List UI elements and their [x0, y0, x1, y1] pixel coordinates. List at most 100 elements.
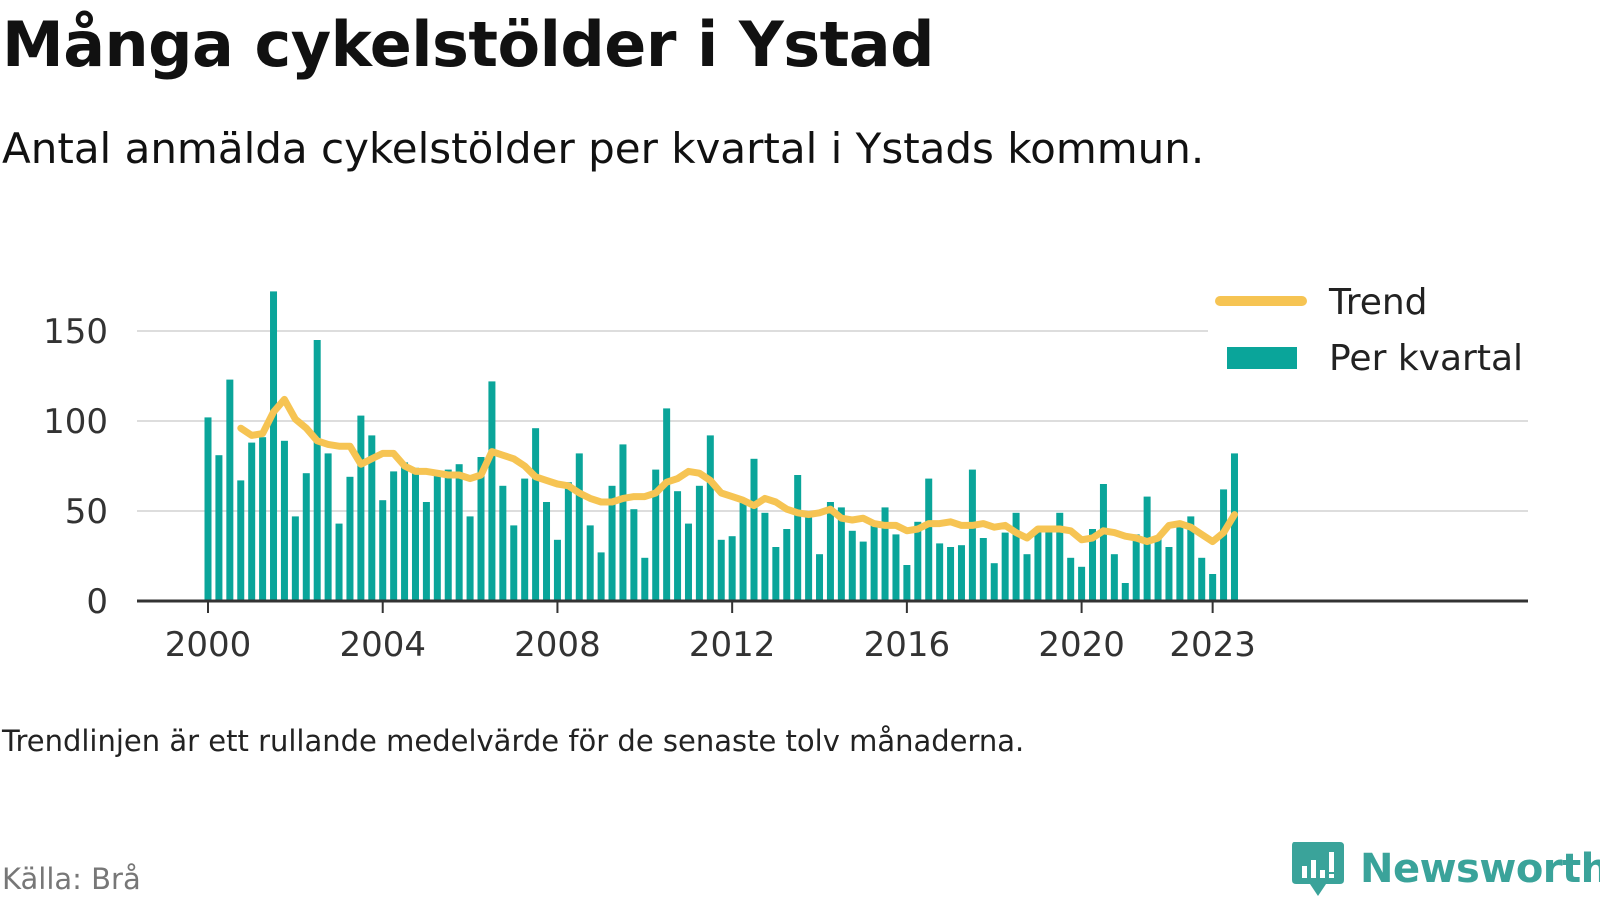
bar	[750, 458, 758, 601]
bar	[859, 541, 867, 601]
bar	[881, 507, 889, 601]
bar	[837, 507, 845, 601]
bar	[608, 485, 616, 601]
bar	[957, 545, 965, 601]
bar	[1012, 512, 1020, 601]
bar	[990, 563, 998, 601]
bar	[368, 435, 376, 601]
bar	[1001, 532, 1009, 601]
bar	[870, 521, 878, 601]
bar	[794, 475, 802, 601]
bar	[324, 453, 332, 601]
bar	[433, 475, 441, 601]
bar	[280, 440, 288, 601]
bar	[1023, 554, 1031, 601]
bar	[1143, 496, 1151, 601]
bar	[499, 485, 507, 601]
bar	[270, 291, 278, 601]
bar	[335, 523, 343, 601]
bar	[1034, 529, 1042, 601]
bar	[739, 500, 747, 601]
bar	[979, 538, 987, 601]
x-tick-label: 2004	[339, 625, 426, 665]
bar	[1132, 534, 1140, 601]
bar	[532, 428, 540, 601]
bar	[968, 469, 976, 601]
bar	[346, 476, 354, 601]
trend-line	[237, 395, 1238, 546]
bar	[684, 523, 692, 601]
legend: Trend Per kvartal	[1208, 272, 1538, 382]
bar	[411, 467, 419, 601]
bar	[466, 516, 474, 601]
bar	[1121, 583, 1129, 601]
bar	[291, 516, 299, 601]
x-tick-label: 2023	[1169, 625, 1256, 665]
bar-chart: 0 50 100 150 2000 2004 2008 2012 2016 2020 2023 T…	[43, 272, 1538, 665]
bar	[422, 502, 430, 601]
bar	[237, 480, 245, 601]
bar	[936, 543, 944, 601]
bar	[652, 469, 660, 601]
bar	[248, 442, 256, 601]
y-tick-label: 50	[65, 492, 108, 532]
newsworthy-logo[interactable]: Newsworthy	[1290, 840, 1600, 900]
bar	[630, 509, 638, 601]
bar	[1078, 566, 1086, 601]
bar	[1056, 512, 1064, 601]
bar	[390, 471, 398, 601]
bar	[706, 435, 714, 601]
bar	[1220, 489, 1228, 601]
bar	[663, 408, 671, 601]
bar	[401, 462, 409, 601]
bar	[488, 381, 496, 601]
y-tick-label: 100	[43, 402, 108, 442]
bar	[826, 502, 834, 601]
bar	[379, 500, 387, 601]
bar	[586, 525, 594, 601]
bar	[914, 521, 922, 601]
trend-line-group	[237, 395, 1238, 546]
bar	[695, 485, 703, 601]
bar	[903, 565, 911, 601]
bar	[302, 473, 310, 601]
bar	[641, 557, 649, 601]
bar	[816, 554, 824, 601]
chart-subtitle: Antal anmälda cykelstölder per kvartal i…	[2, 124, 1205, 173]
x-tick-label: 2012	[689, 625, 776, 665]
legend-bar-swatch	[1227, 347, 1297, 369]
bar	[783, 529, 791, 601]
bar	[597, 552, 605, 601]
bar	[313, 340, 321, 601]
bar	[455, 464, 463, 601]
bar	[1067, 557, 1075, 601]
bar	[1165, 547, 1173, 601]
bar	[947, 547, 955, 601]
bar	[805, 514, 813, 601]
bar	[1045, 527, 1053, 601]
bars	[204, 291, 1238, 601]
bar	[848, 530, 856, 601]
bar	[543, 502, 551, 601]
x-tick-label: 2016	[864, 625, 951, 665]
bar	[477, 457, 485, 601]
newsworthy-chart-icon	[1292, 842, 1344, 896]
bar	[1176, 527, 1184, 601]
bar	[1099, 484, 1107, 601]
bar	[521, 478, 529, 601]
bar	[357, 415, 365, 601]
bar	[1089, 529, 1097, 601]
brand-name: Newsworthy	[1360, 846, 1600, 892]
footnote: Trendlinjen är ett rullande medelvärde f…	[2, 724, 1025, 758]
bar	[444, 469, 452, 601]
bar	[226, 379, 234, 601]
legend-bar-label: Per kvartal	[1329, 338, 1523, 379]
bar	[215, 455, 223, 601]
bar	[204, 417, 212, 601]
bar	[553, 539, 561, 601]
bar	[1209, 574, 1217, 601]
bar	[892, 534, 900, 601]
bar	[717, 539, 725, 601]
chart-title: Många cykelstölder i Ystad	[2, 8, 935, 81]
bar	[564, 482, 572, 601]
